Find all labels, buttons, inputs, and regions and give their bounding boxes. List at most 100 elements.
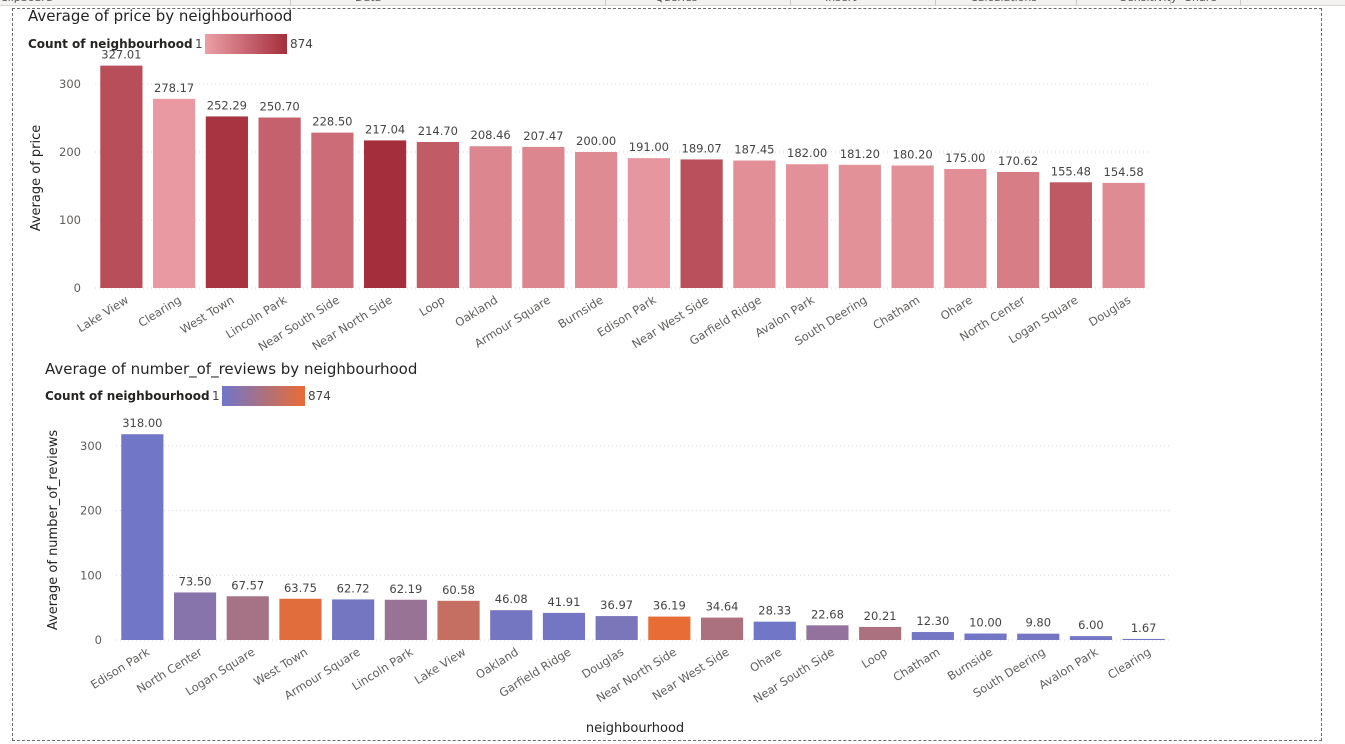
- price-chart[interactable]: Average of price by neighbourhood Count …: [28, 7, 1150, 354]
- price-data-label: 250.70: [260, 100, 300, 114]
- reviews-bar[interactable]: [121, 434, 164, 640]
- price-bar[interactable]: [1049, 182, 1092, 288]
- reviews-chart-title: Average of number_of_reviews by neighbou…: [45, 360, 417, 379]
- ribbon-group-label: Share: [1185, 0, 1217, 4]
- price-data-label: 208.46: [471, 128, 511, 142]
- reviews-x-tick-label: Douglas: [579, 645, 626, 682]
- price-bar[interactable]: [891, 165, 934, 288]
- ribbon-strip: Clipboard Data Queries Insert Calculations Se…: [0, 0, 1345, 6]
- reviews-data-label: 1.67: [1131, 621, 1157, 635]
- reviews-bar[interactable]: [490, 610, 533, 640]
- reviews-data-label: 67.57: [231, 578, 264, 592]
- reviews-bar[interactable]: [226, 596, 269, 640]
- reviews-bar[interactable]: [332, 599, 375, 640]
- reviews-data-label: 73.50: [179, 574, 212, 588]
- reviews-data-label: 62.19: [389, 582, 422, 596]
- reviews-chart[interactable]: Average of number_of_reviews by neighbou…: [45, 360, 1170, 736]
- price-bar[interactable]: [258, 117, 301, 288]
- price-x-tick-label: Loop: [417, 293, 448, 319]
- reviews-bar[interactable]: [648, 616, 691, 640]
- price-bar[interactable]: [153, 98, 196, 289]
- price-bar[interactable]: [997, 171, 1040, 288]
- reviews-data-label: 22.68: [811, 607, 844, 621]
- reviews-x-tick-label: Oakland: [473, 645, 521, 682]
- price-data-label: 214.70: [418, 124, 458, 138]
- reviews-bar[interactable]: [1069, 636, 1113, 640]
- reviews-bar[interactable]: [700, 617, 744, 640]
- ribbon-group-label: Data: [355, 0, 381, 4]
- reviews-x-axis-title: neighbourhood: [586, 721, 684, 736]
- price-data-label: 217.04: [365, 122, 405, 136]
- price-data-label: 182.00: [787, 146, 827, 160]
- price-data-label: 189.07: [682, 141, 722, 155]
- reviews-bar[interactable]: [1122, 638, 1165, 640]
- price-bar[interactable]: [944, 169, 987, 288]
- price-bar[interactable]: [575, 152, 618, 288]
- reviews-data-label: 36.97: [600, 598, 633, 612]
- reviews-data-label: 9.80: [1025, 616, 1051, 630]
- report-canvas-frame: [12, 8, 1322, 741]
- reviews-bar[interactable]: [542, 612, 586, 640]
- price-bar[interactable]: [733, 160, 776, 288]
- price-bar[interactable]: [364, 140, 407, 288]
- price-bar[interactable]: [627, 158, 670, 288]
- reviews-y-tick-label: 200: [80, 504, 102, 518]
- reviews-data-label: 12.30: [916, 614, 949, 628]
- reviews-data-label: 28.33: [758, 604, 791, 618]
- price-data-label: 180.20: [893, 147, 933, 161]
- reviews-x-tick-label: Avalon Park: [1036, 644, 1101, 692]
- price-bar[interactable]: [416, 142, 459, 288]
- reviews-legend-max: 874: [308, 389, 331, 403]
- price-x-tick-label: Oakland: [452, 293, 500, 330]
- price-data-label: 278.17: [154, 81, 194, 95]
- price-chart-title: Average of price by neighbourhood: [28, 7, 292, 25]
- reviews-y-tick-label: 300: [80, 439, 102, 453]
- ribbon-separator: [605, 0, 606, 5]
- price-bar[interactable]: [205, 116, 248, 288]
- reviews-data-label: 60.58: [442, 583, 475, 597]
- reviews-y-tick-label: 100: [80, 568, 102, 582]
- price-bar[interactable]: [786, 164, 829, 288]
- reviews-legend-min: 1: [212, 389, 220, 403]
- reviews-bar[interactable]: [911, 632, 954, 640]
- price-y-tick-label: 200: [59, 145, 81, 159]
- reviews-bar[interactable]: [595, 616, 638, 640]
- ribbon-separator: [935, 0, 936, 5]
- reviews-x-tick-label: Lake View: [412, 645, 468, 687]
- reviews-y-tick-label: 0: [95, 633, 102, 647]
- ribbon-group-label: Clipboard: [0, 0, 53, 4]
- reviews-bar[interactable]: [753, 621, 796, 640]
- reviews-data-label: 63.75: [284, 581, 317, 595]
- price-bar[interactable]: [838, 164, 881, 288]
- ribbon-group-label: Calculations: [970, 0, 1037, 4]
- reviews-bar[interactable]: [1017, 633, 1060, 640]
- price-bar[interactable]: [311, 132, 354, 288]
- price-x-tick-label: Clearing: [136, 293, 184, 330]
- price-bar[interactable]: [1102, 182, 1145, 288]
- price-x-tick-label: Lake View: [75, 293, 131, 335]
- price-data-label: 154.58: [1104, 165, 1144, 179]
- price-data-label: 200.00: [576, 134, 616, 148]
- reviews-data-label: 41.91: [547, 595, 580, 609]
- reviews-bar[interactable]: [384, 599, 427, 640]
- price-bar[interactable]: [469, 146, 512, 288]
- price-bar[interactable]: [522, 146, 565, 288]
- reviews-y-axis-title: Average of number_of_reviews: [46, 430, 61, 630]
- reviews-bar[interactable]: [173, 592, 217, 640]
- reviews-bar[interactable]: [437, 600, 480, 640]
- price-data-label: 187.45: [734, 143, 774, 157]
- reviews-bar[interactable]: [964, 633, 1007, 640]
- price-data-label: 207.47: [523, 129, 563, 143]
- price-bar[interactable]: [100, 65, 143, 288]
- reviews-bar[interactable]: [806, 625, 849, 640]
- reviews-data-label: 10.00: [969, 616, 1002, 630]
- reviews-bar[interactable]: [279, 598, 322, 640]
- price-bar[interactable]: [680, 159, 723, 288]
- price-data-label: 170.62: [998, 154, 1038, 168]
- reviews-bar[interactable]: [859, 626, 902, 640]
- ribbon-separator: [790, 0, 791, 5]
- price-plot-area: 0 100 200 300 327.01 Lake View 278.17 Clearing 2…: [59, 48, 1150, 354]
- reviews-data-label: 46.08: [495, 592, 528, 606]
